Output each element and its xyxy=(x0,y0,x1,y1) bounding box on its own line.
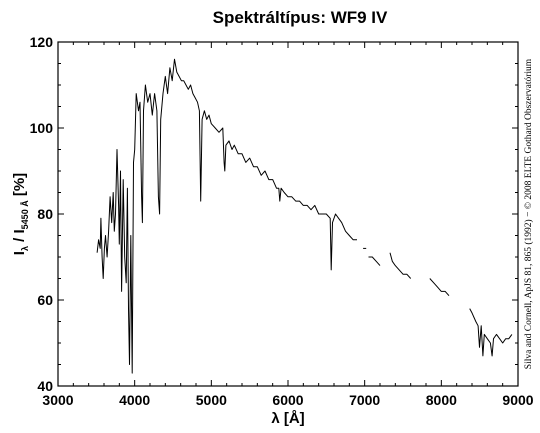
spectrum-series xyxy=(96,58,513,374)
y-tick-label: 100 xyxy=(30,120,54,136)
x-tick-label: 9000 xyxy=(502,392,533,408)
x-tick-label: 4000 xyxy=(119,392,150,408)
x-axis-label: λ [Å] xyxy=(271,410,304,427)
x-tick-label: 5000 xyxy=(196,392,227,408)
spectrum-segment xyxy=(469,308,513,357)
y-tick-label: 120 xyxy=(30,34,54,50)
y-label-sub2: 5450 Å xyxy=(20,200,30,230)
x-tick-label: 6000 xyxy=(272,392,303,408)
credit-text: Silva and Cornell, ApJS 81, 865 (1992) −… xyxy=(523,58,534,369)
x-tick-label: 8000 xyxy=(426,392,457,408)
chart-title: Spektráltípus: WF9 IV xyxy=(213,8,388,27)
y-tick-label: 80 xyxy=(37,206,53,222)
spectrum-segment xyxy=(96,58,357,374)
y-axis-label: Iλ / I5450 Å [%] xyxy=(11,173,30,255)
y-tick-label: 40 xyxy=(37,378,53,394)
axis-ticks: 3000 4000 5000 6000 7000 8000 9000 40 60 80 100 120 xyxy=(30,34,534,408)
y-label-main: I xyxy=(11,251,28,255)
x-tick-label: 7000 xyxy=(349,392,380,408)
y-tick-label: 60 xyxy=(37,292,53,308)
y-label-mid: / I xyxy=(11,229,28,246)
y-label-unit: [%] xyxy=(11,173,28,201)
spectrum-segment xyxy=(429,278,450,297)
spectrum-segment xyxy=(368,256,381,266)
y-label-sub1: λ xyxy=(20,246,30,251)
spectrum-segment xyxy=(389,252,412,279)
x-tick-label: 3000 xyxy=(42,392,73,408)
